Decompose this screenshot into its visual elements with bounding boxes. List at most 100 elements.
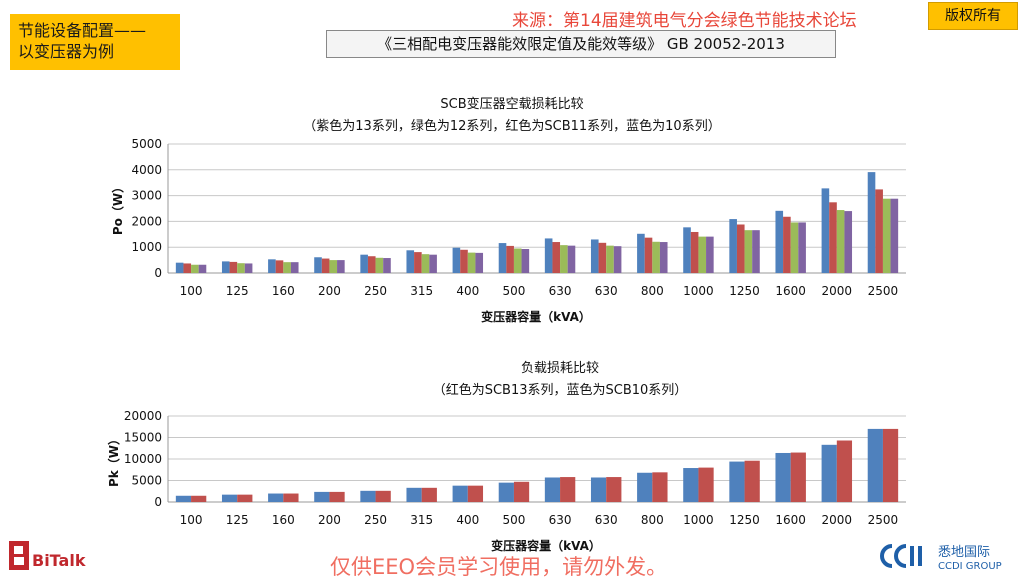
chart1-bar <box>644 237 653 273</box>
chart2-bar <box>513 481 530 502</box>
chart1-xtick: 2500 <box>868 284 899 298</box>
chart1-bar <box>637 233 645 273</box>
watermark: 仅供EEO会员学习使用，请勿外发。 <box>330 555 668 579</box>
chart2-xtick: 100 <box>180 513 203 527</box>
chart2-title: 负载损耗比较 <box>521 361 599 376</box>
chart2-bar <box>375 490 391 502</box>
chart2-xtick: 630 <box>595 513 618 527</box>
chart2-bar <box>867 428 883 502</box>
chart2-bar <box>329 491 345 502</box>
ccdi-logo: 悉地国际 CCDI GROUP <box>880 544 1002 572</box>
chart1-bar <box>613 246 622 273</box>
chart1-bar <box>283 262 291 273</box>
chart2-xtick: 1250 <box>729 513 760 527</box>
chart2-bar <box>314 491 330 502</box>
chart2-bar <box>590 477 607 502</box>
chart2-xtick: 400 <box>456 513 479 527</box>
chart1-xtick: 630 <box>595 284 618 298</box>
chart1-bar <box>698 236 707 273</box>
chart2-bar <box>882 428 899 502</box>
chart2-bar <box>836 440 853 502</box>
source-note: 来源：第14届建筑电气分会绿色节能技术论坛 <box>512 11 857 31</box>
chart1-ytick: 2000 <box>131 214 162 228</box>
chart1-xtick: 400 <box>456 284 479 298</box>
chart1-bar <box>191 264 199 273</box>
chart1-bar <box>606 245 614 273</box>
chart2-xtick: 800 <box>641 513 664 527</box>
chart1-bar <box>290 262 299 273</box>
chart2-bar <box>467 485 484 502</box>
chart1-bar <box>237 263 245 273</box>
chart1-bar <box>498 243 507 273</box>
chart1-xtick: 500 <box>502 284 525 298</box>
chart1-bar <box>421 254 430 273</box>
chart1-bar <box>513 248 522 273</box>
chart1-bar <box>836 210 845 273</box>
chart1-xlabel: 变压器容量（kVA） <box>481 309 591 324</box>
chart1-bar <box>406 250 415 273</box>
chart2-xtick: 2000 <box>822 513 853 527</box>
chart2-bar <box>652 472 668 502</box>
chart1-bar <box>198 264 207 273</box>
chart1-ylabel: Po（W） <box>110 181 125 235</box>
chart1-bar <box>659 242 668 273</box>
chart2-xtick: 160 <box>272 513 295 527</box>
chart2-bar <box>221 494 238 502</box>
chart2-subtitle: （红色为SCB13系列，蓝色为SCB10系列） <box>433 382 688 398</box>
chart2-bar <box>560 477 576 502</box>
ccdi-logo-cn: 悉地国际 <box>938 545 990 560</box>
chart2-xtick: 250 <box>364 513 387 527</box>
chart1-ytick: 5000 <box>131 137 162 151</box>
chart1-xtick: 630 <box>549 284 572 298</box>
chart1-bar <box>460 249 468 273</box>
chart2-xtick: 1000 <box>683 513 714 527</box>
chart2-bar <box>268 493 284 502</box>
chart1-bar <box>729 219 737 273</box>
chart1-xtick: 1000 <box>683 284 714 298</box>
chart1-bar <box>875 189 883 273</box>
load-loss-chart: 负载损耗比较 （红色为SCB13系列，蓝色为SCB10系列） 变压器容量（kVA… <box>106 361 906 553</box>
chart2-bar <box>683 468 699 502</box>
chart1-bar <box>829 202 837 273</box>
chart2-ytick: 5000 <box>131 474 162 488</box>
chart1-bar <box>560 245 568 273</box>
chart1-bar <box>890 198 899 273</box>
chart1-bar <box>683 227 691 273</box>
chart2-bar <box>237 494 253 502</box>
chart2-xtick: 2500 <box>868 513 899 527</box>
chart1-bar <box>736 224 745 273</box>
chart2-bar <box>606 477 622 502</box>
chart1-bar <box>706 236 714 273</box>
chart2-xtick: 630 <box>549 513 572 527</box>
chart2-ytick: 20000 <box>124 409 162 423</box>
chart1-bar <box>467 252 476 273</box>
chart2-xtick: 125 <box>226 513 249 527</box>
slide-title-line2: 以变压器为例 <box>18 42 115 61</box>
chart2-bar <box>698 467 714 502</box>
chart2-bar <box>283 493 299 502</box>
chart1-xtick: 250 <box>364 284 387 298</box>
chart2-bar <box>729 461 745 502</box>
chart1-bar <box>752 230 760 273</box>
chart1-bar <box>367 256 376 273</box>
slide-title: 节能设备配置—— 以变压器为例 <box>10 14 180 70</box>
chart1-bar <box>783 216 791 273</box>
chart2-ytick: 15000 <box>124 431 162 445</box>
bitalk-logo: BiTalk <box>9 541 86 570</box>
chart2-bar <box>637 472 653 502</box>
chart1-bar <box>360 254 368 273</box>
chart1-bar <box>521 249 530 273</box>
chart1-bar <box>452 247 461 273</box>
chart2-ytick: 0 <box>154 495 162 509</box>
chart1-bar <box>175 262 184 273</box>
bitalk-logo-text: BiTalk <box>32 551 86 570</box>
chart2-xtick: 1600 <box>775 513 806 527</box>
chart1-bar <box>314 257 322 273</box>
chart2-xlabel: 变压器容量（kVA） <box>491 538 601 553</box>
chart1-title: SCB变压器空载损耗比较 <box>440 96 583 112</box>
chart1-xtick: 125 <box>226 284 249 298</box>
chart1-bar <box>790 222 799 273</box>
chart1-ytick: 3000 <box>131 189 162 203</box>
chart1-bar <box>506 245 514 273</box>
chart1-xtick: 200 <box>318 284 341 298</box>
